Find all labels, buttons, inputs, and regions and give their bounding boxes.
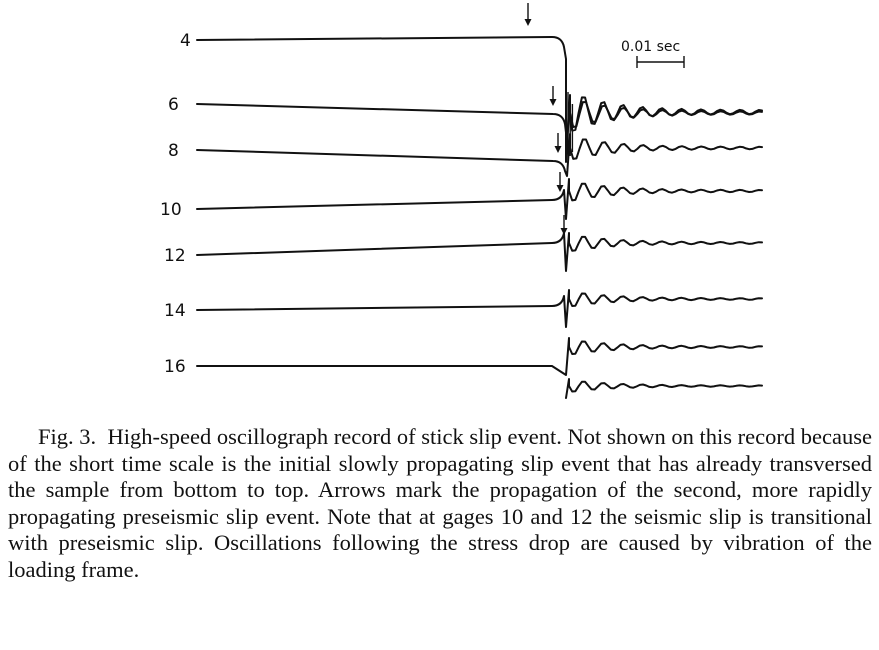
- arrow-head-gage-6: [549, 99, 557, 106]
- figure-number: Fig. 3.: [38, 424, 97, 449]
- gage-label-10: 10: [160, 200, 182, 220]
- gage-label-14: 14: [164, 301, 186, 321]
- trace-gage-4: [196, 36, 763, 163]
- arrow-head-gage-8: [554, 146, 562, 153]
- trace-gage-16: [196, 337, 763, 376]
- trace-bottom-ringing: [565, 378, 763, 399]
- figure-caption: Fig. 3. High-speed oscillograph record o…: [8, 424, 872, 584]
- oscillograph-figure: 0.01 sec 4 6 8 10 12 14 16: [160, 3, 763, 399]
- gage-label-4: 4: [180, 31, 191, 51]
- gage-label-8: 8: [168, 141, 179, 161]
- caption-text: High-speed oscillograph record of stick …: [8, 424, 872, 582]
- gage-label-6: 6: [168, 95, 179, 115]
- trace-gage-14: [196, 289, 763, 328]
- trace-gage-10: [196, 178, 763, 220]
- gage-label-12: 12: [164, 246, 186, 266]
- oscillograph-record: 0.01 sec 4 6 8 10 12 14 16: [160, 3, 763, 399]
- arrow-head-gage-10: [556, 185, 564, 192]
- trace-gage-12: [196, 232, 763, 272]
- time-scale-label: 0.01 sec: [621, 39, 680, 55]
- time-scale-bar: 0.01 sec: [621, 39, 685, 68]
- trace-gage-6: [196, 94, 763, 142]
- arrow-head-gage-4: [524, 19, 532, 26]
- trace-gage-8: [196, 133, 763, 177]
- arrow-head-gage-12: [560, 228, 568, 235]
- gage-label-16: 16: [164, 357, 186, 377]
